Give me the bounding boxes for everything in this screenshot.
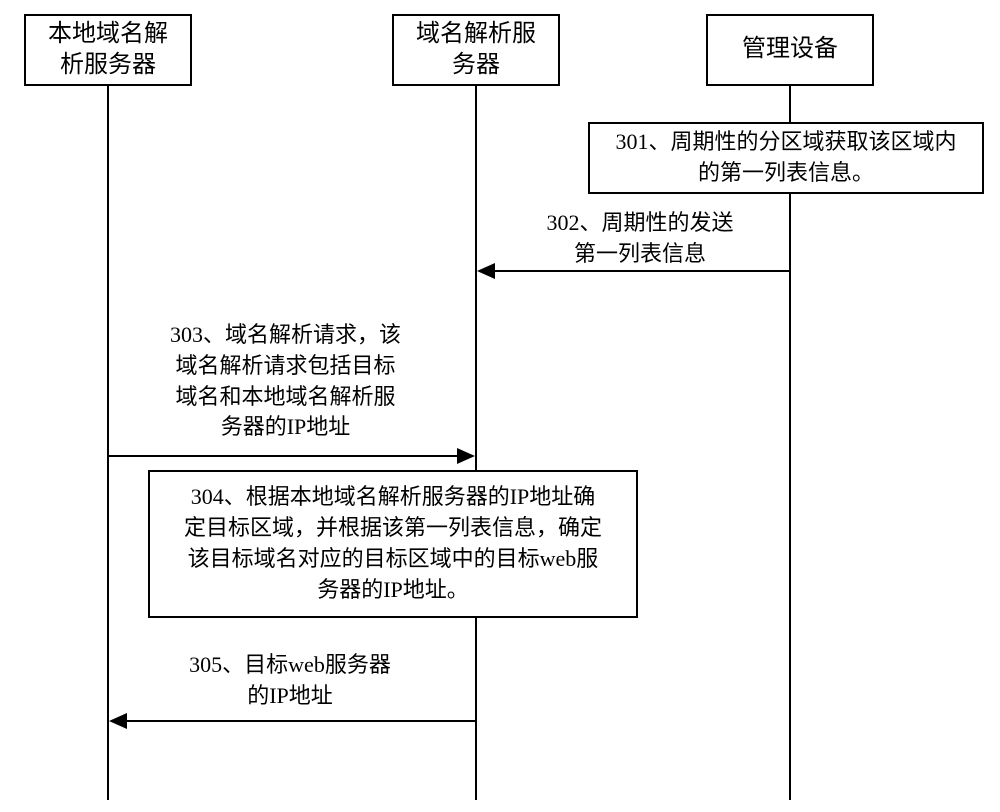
lifeline-dns <box>475 86 477 800</box>
note-301: 301、周期性的分区域获取该区域内 的第一列表信息。 <box>588 122 984 194</box>
msg-305-l2: 的IP地址 <box>247 683 333 708</box>
note-304: 304、根据本地域名解析服务器的IP地址确 定目标区域，并根据该第一列表信息，确… <box>148 470 638 618</box>
msg-303-l4: 务器的IP地址 <box>221 414 351 439</box>
msg-302-l2: 第一列表信息 <box>574 241 706 266</box>
msg-303-l1: 303、域名解析请求，该 <box>170 322 401 347</box>
msg-302-arrowhead <box>477 263 495 279</box>
msg-305-arrowhead <box>109 713 127 729</box>
msg-305-label: 305、目标web服务器 的IP地址 <box>135 650 445 712</box>
participant-dns-l1: 域名解析服 <box>416 21 536 47</box>
msg-303-arrowhead <box>457 448 475 464</box>
msg-302-arrow <box>494 270 790 272</box>
participant-local-l1: 本地域名解 <box>48 21 168 47</box>
participant-mgmt: 管理设备 <box>706 14 874 86</box>
participant-local-l2: 析服务器 <box>60 52 156 78</box>
msg-302-label: 302、周期性的发送 第一列表信息 <box>500 208 780 270</box>
msg-305-l1: 305、目标web服务器 <box>189 652 391 677</box>
note-304-l4: 务器的IP地址。 <box>317 577 469 602</box>
note-304-l2: 定目标区域，并根据该第一列表信息，确定 <box>184 515 602 540</box>
msg-302-l1: 302、周期性的发送 <box>546 210 733 235</box>
msg-303-l3: 域名和本地域名解析服 <box>175 384 395 409</box>
msg-303-arrow <box>108 455 458 457</box>
msg-303-label: 303、域名解析请求，该 域名解析请求包括目标 域名和本地域名解析服 务器的IP… <box>118 320 453 443</box>
note-304-l1: 304、根据本地域名解析服务器的IP地址确 <box>191 484 596 509</box>
participant-mgmt-l1: 管理设备 <box>742 36 838 62</box>
participant-local: 本地域名解 析服务器 <box>24 14 192 86</box>
msg-305-arrow <box>126 720 476 722</box>
note-304-l3: 该目标域名对应的目标区域中的目标web服 <box>188 546 599 571</box>
note-301-l2: 的第一列表信息。 <box>698 160 874 185</box>
participant-dns-l2: 务器 <box>452 52 500 78</box>
msg-303-l2: 域名解析请求包括目标 <box>175 353 395 378</box>
participant-dns: 域名解析服 务器 <box>392 14 560 86</box>
lifeline-local <box>107 86 109 800</box>
note-301-l1: 301、周期性的分区域获取该区域内 <box>615 129 956 154</box>
